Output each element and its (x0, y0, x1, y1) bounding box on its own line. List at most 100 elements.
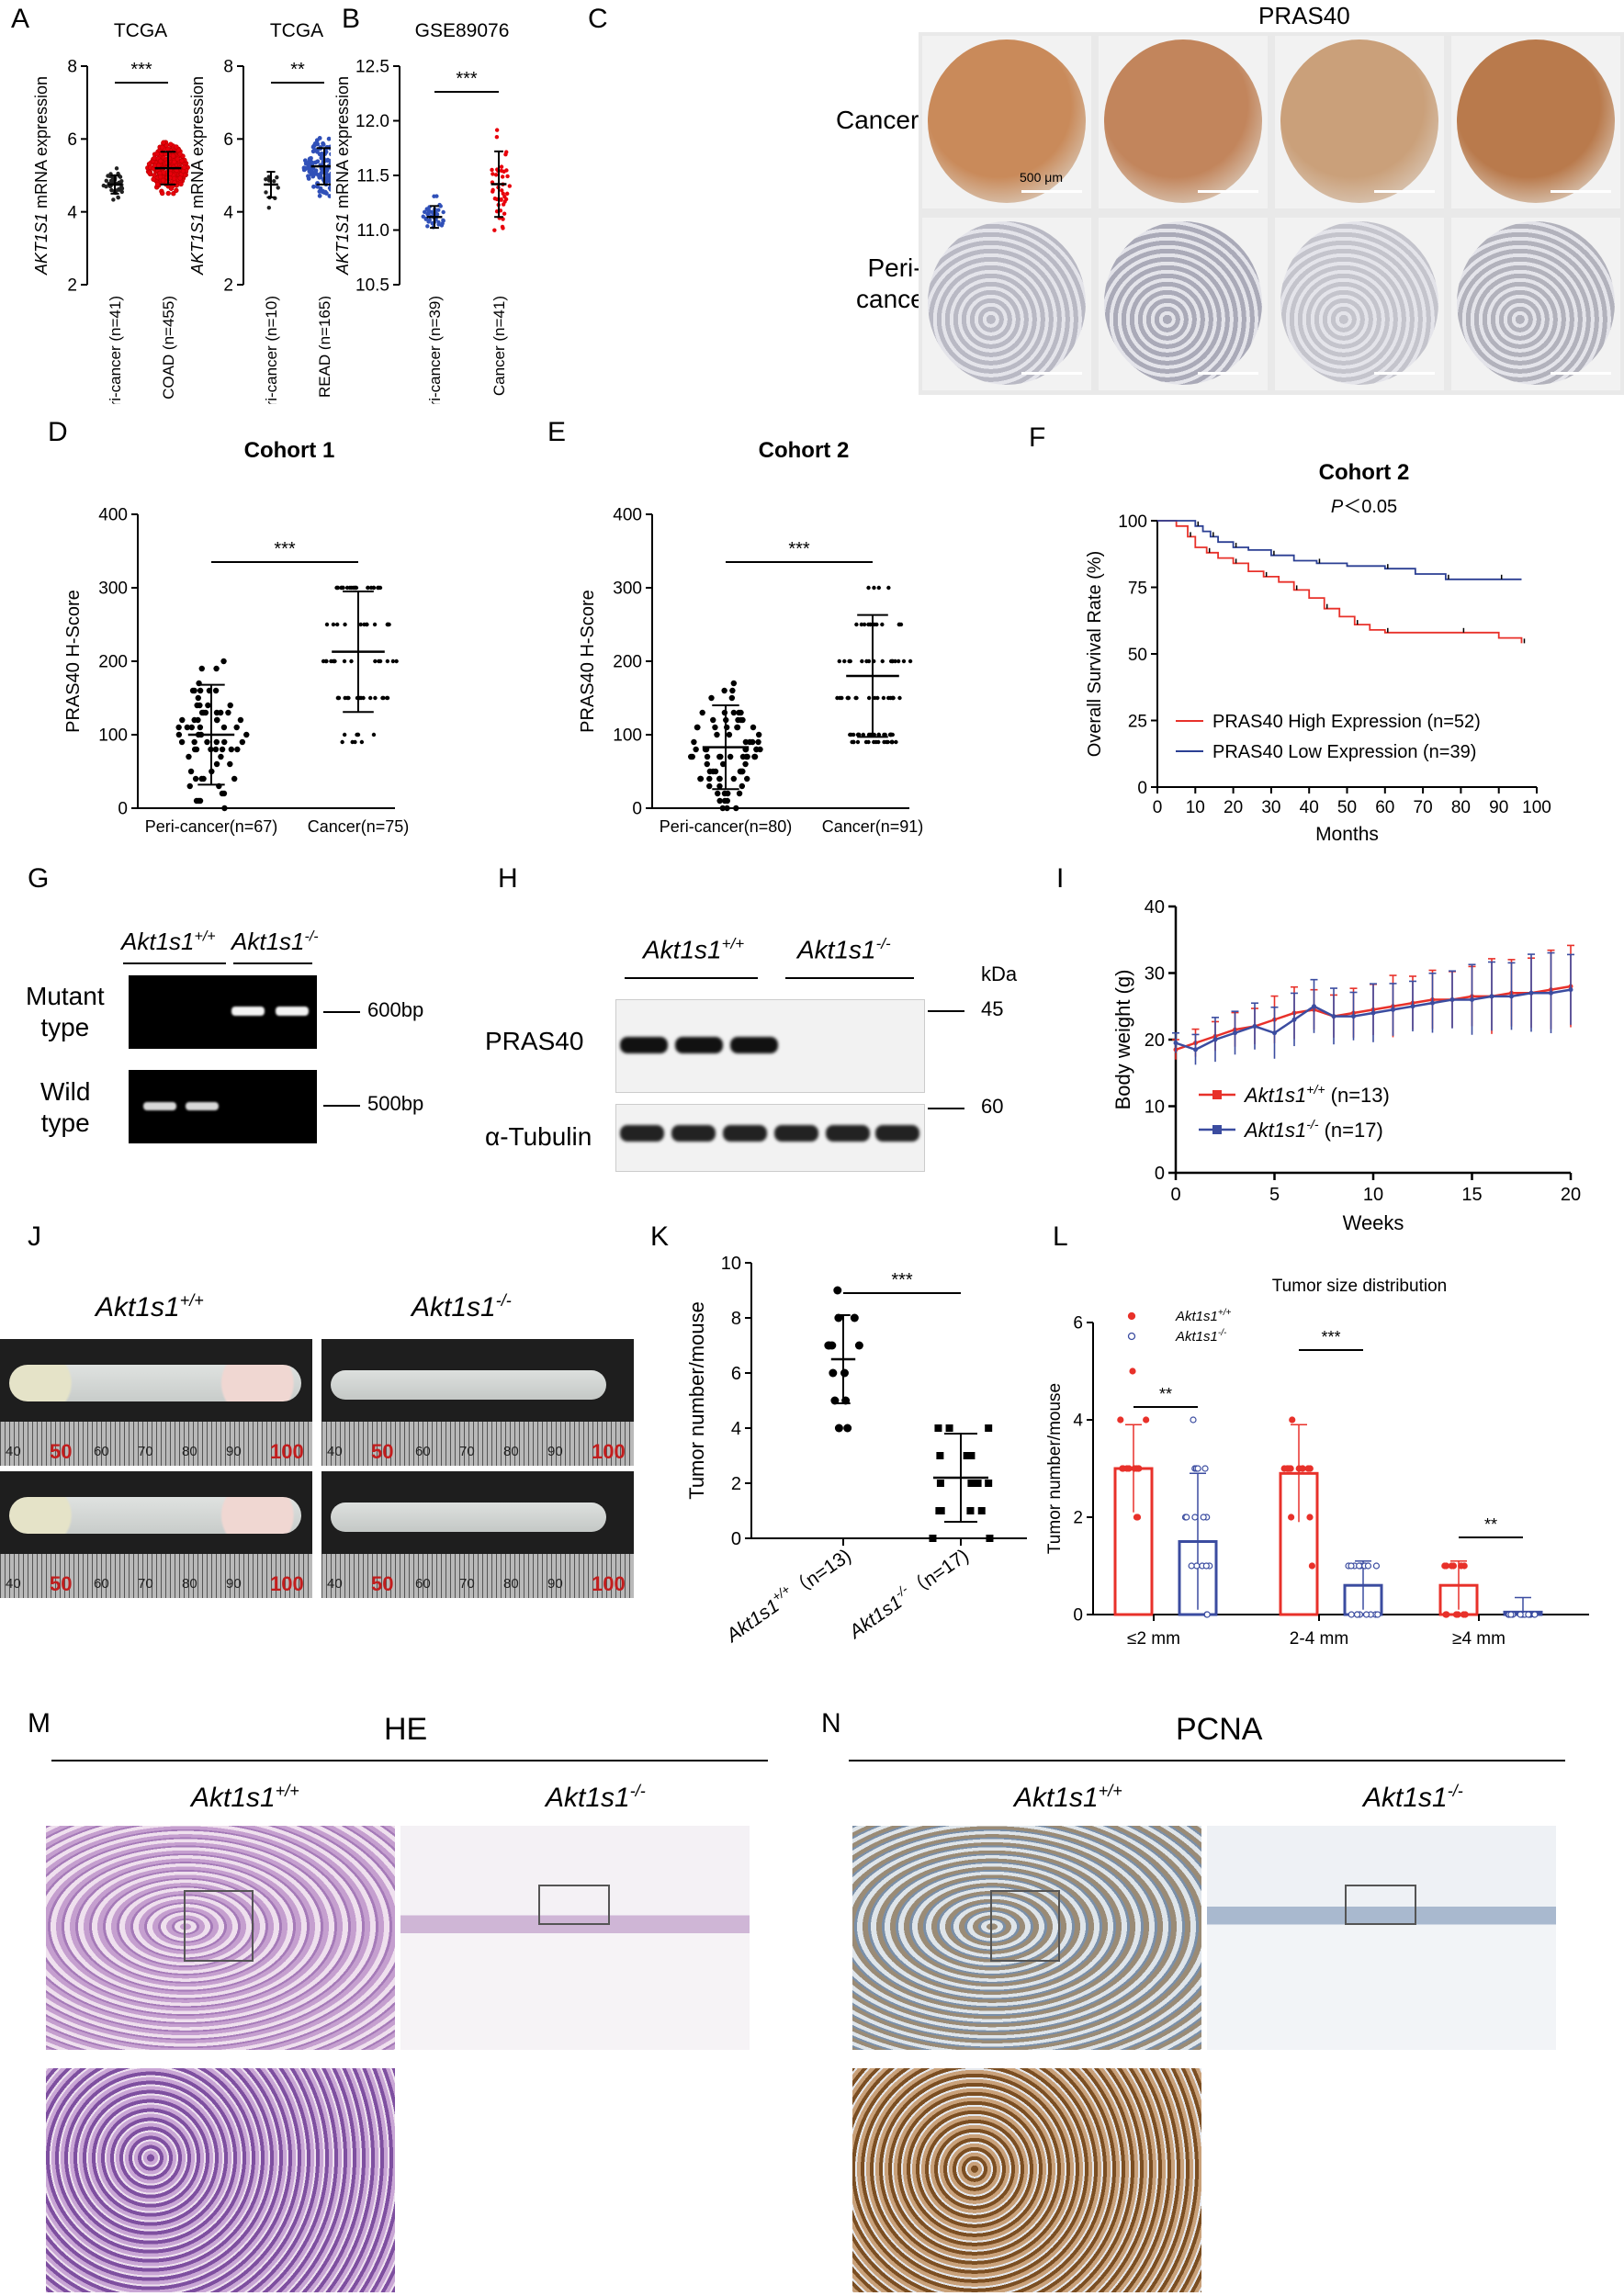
colon-specimen (331, 1370, 606, 1400)
data-point (378, 585, 383, 591)
data-point (197, 724, 204, 731)
ruler-label: 50 (50, 1572, 73, 1595)
data-point (491, 172, 495, 176)
ruler-label: 100 (592, 1440, 626, 1463)
underline-ko (785, 977, 914, 979)
panel-letter: M (28, 1708, 51, 1739)
data-point (221, 805, 228, 812)
data-point (1568, 987, 1573, 993)
data-point (302, 158, 308, 163)
data-point (276, 186, 280, 190)
x-tick-label: 2-4 mm (1290, 1629, 1348, 1649)
ruler (321, 1422, 634, 1466)
data-point (896, 658, 901, 664)
legend-label: PRAS40 High Expression (n=52) (1212, 712, 1481, 732)
data-point (421, 214, 425, 219)
data-point (243, 731, 250, 738)
gel-wild (129, 1070, 317, 1143)
data-point (237, 716, 244, 724)
data-point (333, 658, 337, 664)
p-value-p: P (1331, 497, 1344, 517)
he-micrographs (46, 1826, 781, 2292)
y-tick-label: 4 (67, 203, 77, 222)
data-point (1125, 1465, 1133, 1472)
data-point (845, 695, 850, 701)
band-size-600: 600bp (367, 998, 424, 1021)
data-point (1272, 1030, 1277, 1036)
tissue-core-pericancer (1451, 218, 1620, 390)
panel-letter: B (342, 4, 361, 34)
data-point (689, 753, 695, 760)
colon-photo: 40 50 60 70 80 90 100 (321, 1339, 634, 1466)
data-point (835, 695, 840, 701)
data-point (1304, 1465, 1312, 1472)
data-point (434, 212, 440, 217)
data-point (883, 732, 887, 737)
data-point (213, 760, 220, 768)
significance-label: ** (1484, 1515, 1497, 1534)
x-tick-label: Cancer(n=75) (308, 817, 410, 836)
legend-gene: Akt1s1 (1175, 1329, 1218, 1345)
mw-60: 60 (981, 1095, 1004, 1118)
data-point (1133, 1514, 1142, 1521)
data-point (197, 797, 204, 805)
data-point (264, 190, 268, 195)
blot-band (875, 1125, 919, 1142)
y-tick-label: 2 (731, 1474, 741, 1494)
scale-bar (1021, 372, 1082, 375)
y-axis-gene: AKT1S1 (188, 213, 207, 276)
scale-bar (1551, 372, 1611, 375)
y-tick-label: 20 (1145, 1030, 1165, 1051)
data-point (436, 208, 441, 212)
x-tick-label: 10 (1186, 798, 1205, 817)
data-point (335, 695, 341, 701)
data-point (119, 178, 124, 184)
blot-band (730, 1037, 778, 1053)
data-point (198, 665, 205, 672)
data-point (151, 176, 156, 182)
ruler-label: 40 (327, 1576, 343, 1592)
y-tick-label: 200 (98, 653, 128, 672)
legend-label: Akt1s1+/+ (n=13) (1243, 1082, 1390, 1107)
ruler (321, 1554, 634, 1598)
data-point (188, 724, 195, 731)
data-point (736, 790, 743, 797)
panel-e: E Cohort 2 0 100 200 300 400 PRAS40 H-Score ***… (514, 404, 1047, 872)
ruler-label: 90 (547, 1576, 563, 1592)
x-tick-label: 100 (1522, 798, 1551, 817)
blot-band (723, 1125, 767, 1142)
legend-n: (n=13) (1325, 1084, 1390, 1107)
scale-bar (1198, 190, 1258, 193)
significance-label: *** (456, 69, 478, 89)
colon-photo: 40 50 60 70 80 90 100 (0, 1339, 312, 1466)
data-point (343, 695, 347, 701)
y-tick-label: 100 (1118, 512, 1147, 532)
zoom-box (184, 1890, 254, 1962)
gel-band (186, 1102, 219, 1110)
panel-m-title: HE (384, 1712, 428, 1747)
data-point (502, 211, 507, 216)
data-point (322, 189, 328, 195)
data-point (507, 184, 513, 188)
data-point (218, 753, 224, 760)
data-point (327, 194, 331, 198)
data-point (427, 218, 433, 222)
data-point (501, 217, 505, 221)
title-rule (51, 1760, 768, 1761)
gel-band (276, 1007, 309, 1016)
data-point (310, 144, 316, 150)
genotype-wt-label: Akt1s1+/+ (1014, 1782, 1122, 1814)
data-point (828, 1341, 837, 1350)
genotype-text: Akt1s1 (231, 928, 305, 955)
x-tick-n: （n=17) (904, 1545, 973, 1602)
data-point (504, 150, 509, 154)
x-tick-label: 5 (1269, 1185, 1280, 1205)
data-point (1461, 1611, 1469, 1618)
data-point (175, 156, 180, 162)
y-tick-label: 100 (98, 726, 128, 746)
y-tick-label: 4 (731, 1419, 741, 1439)
data-point (441, 209, 445, 215)
data-point (1202, 1562, 1210, 1570)
data-point (888, 732, 893, 737)
